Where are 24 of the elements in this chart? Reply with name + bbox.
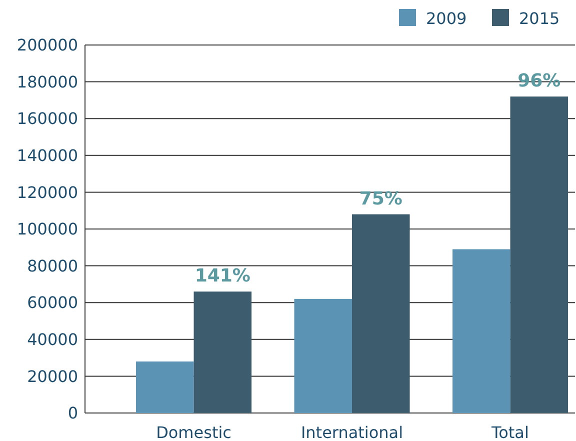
y-tick-label: 160000 <box>16 109 78 128</box>
bar <box>452 249 510 413</box>
bar <box>194 292 252 413</box>
y-tick-label: 40000 <box>27 330 78 349</box>
y-tick-label: 100000 <box>16 220 78 239</box>
x-tick-label: Domestic <box>156 423 232 441</box>
x-tick-label: Total <box>490 423 529 441</box>
y-tick-label: 60000 <box>27 293 78 312</box>
y-tick-label: 180000 <box>16 72 78 92</box>
y-tick-label: 140000 <box>16 146 78 165</box>
annotation: 75% <box>359 188 402 210</box>
bar <box>352 214 410 413</box>
y-tick-label: 80000 <box>27 256 78 276</box>
annotation: 141% <box>194 266 250 287</box>
y-tick-label: 0 <box>68 404 78 423</box>
y-tick-label: 120000 <box>16 182 78 202</box>
legend-label: 2015 <box>519 9 560 28</box>
bar <box>136 361 194 413</box>
y-tick-label: 200000 <box>16 36 78 55</box>
y-tick-label: 20000 <box>27 366 78 386</box>
bar <box>294 298 352 413</box>
bar <box>510 96 568 413</box>
legend-label: 2009 <box>426 9 467 28</box>
x-tick-label: International <box>300 423 404 441</box>
